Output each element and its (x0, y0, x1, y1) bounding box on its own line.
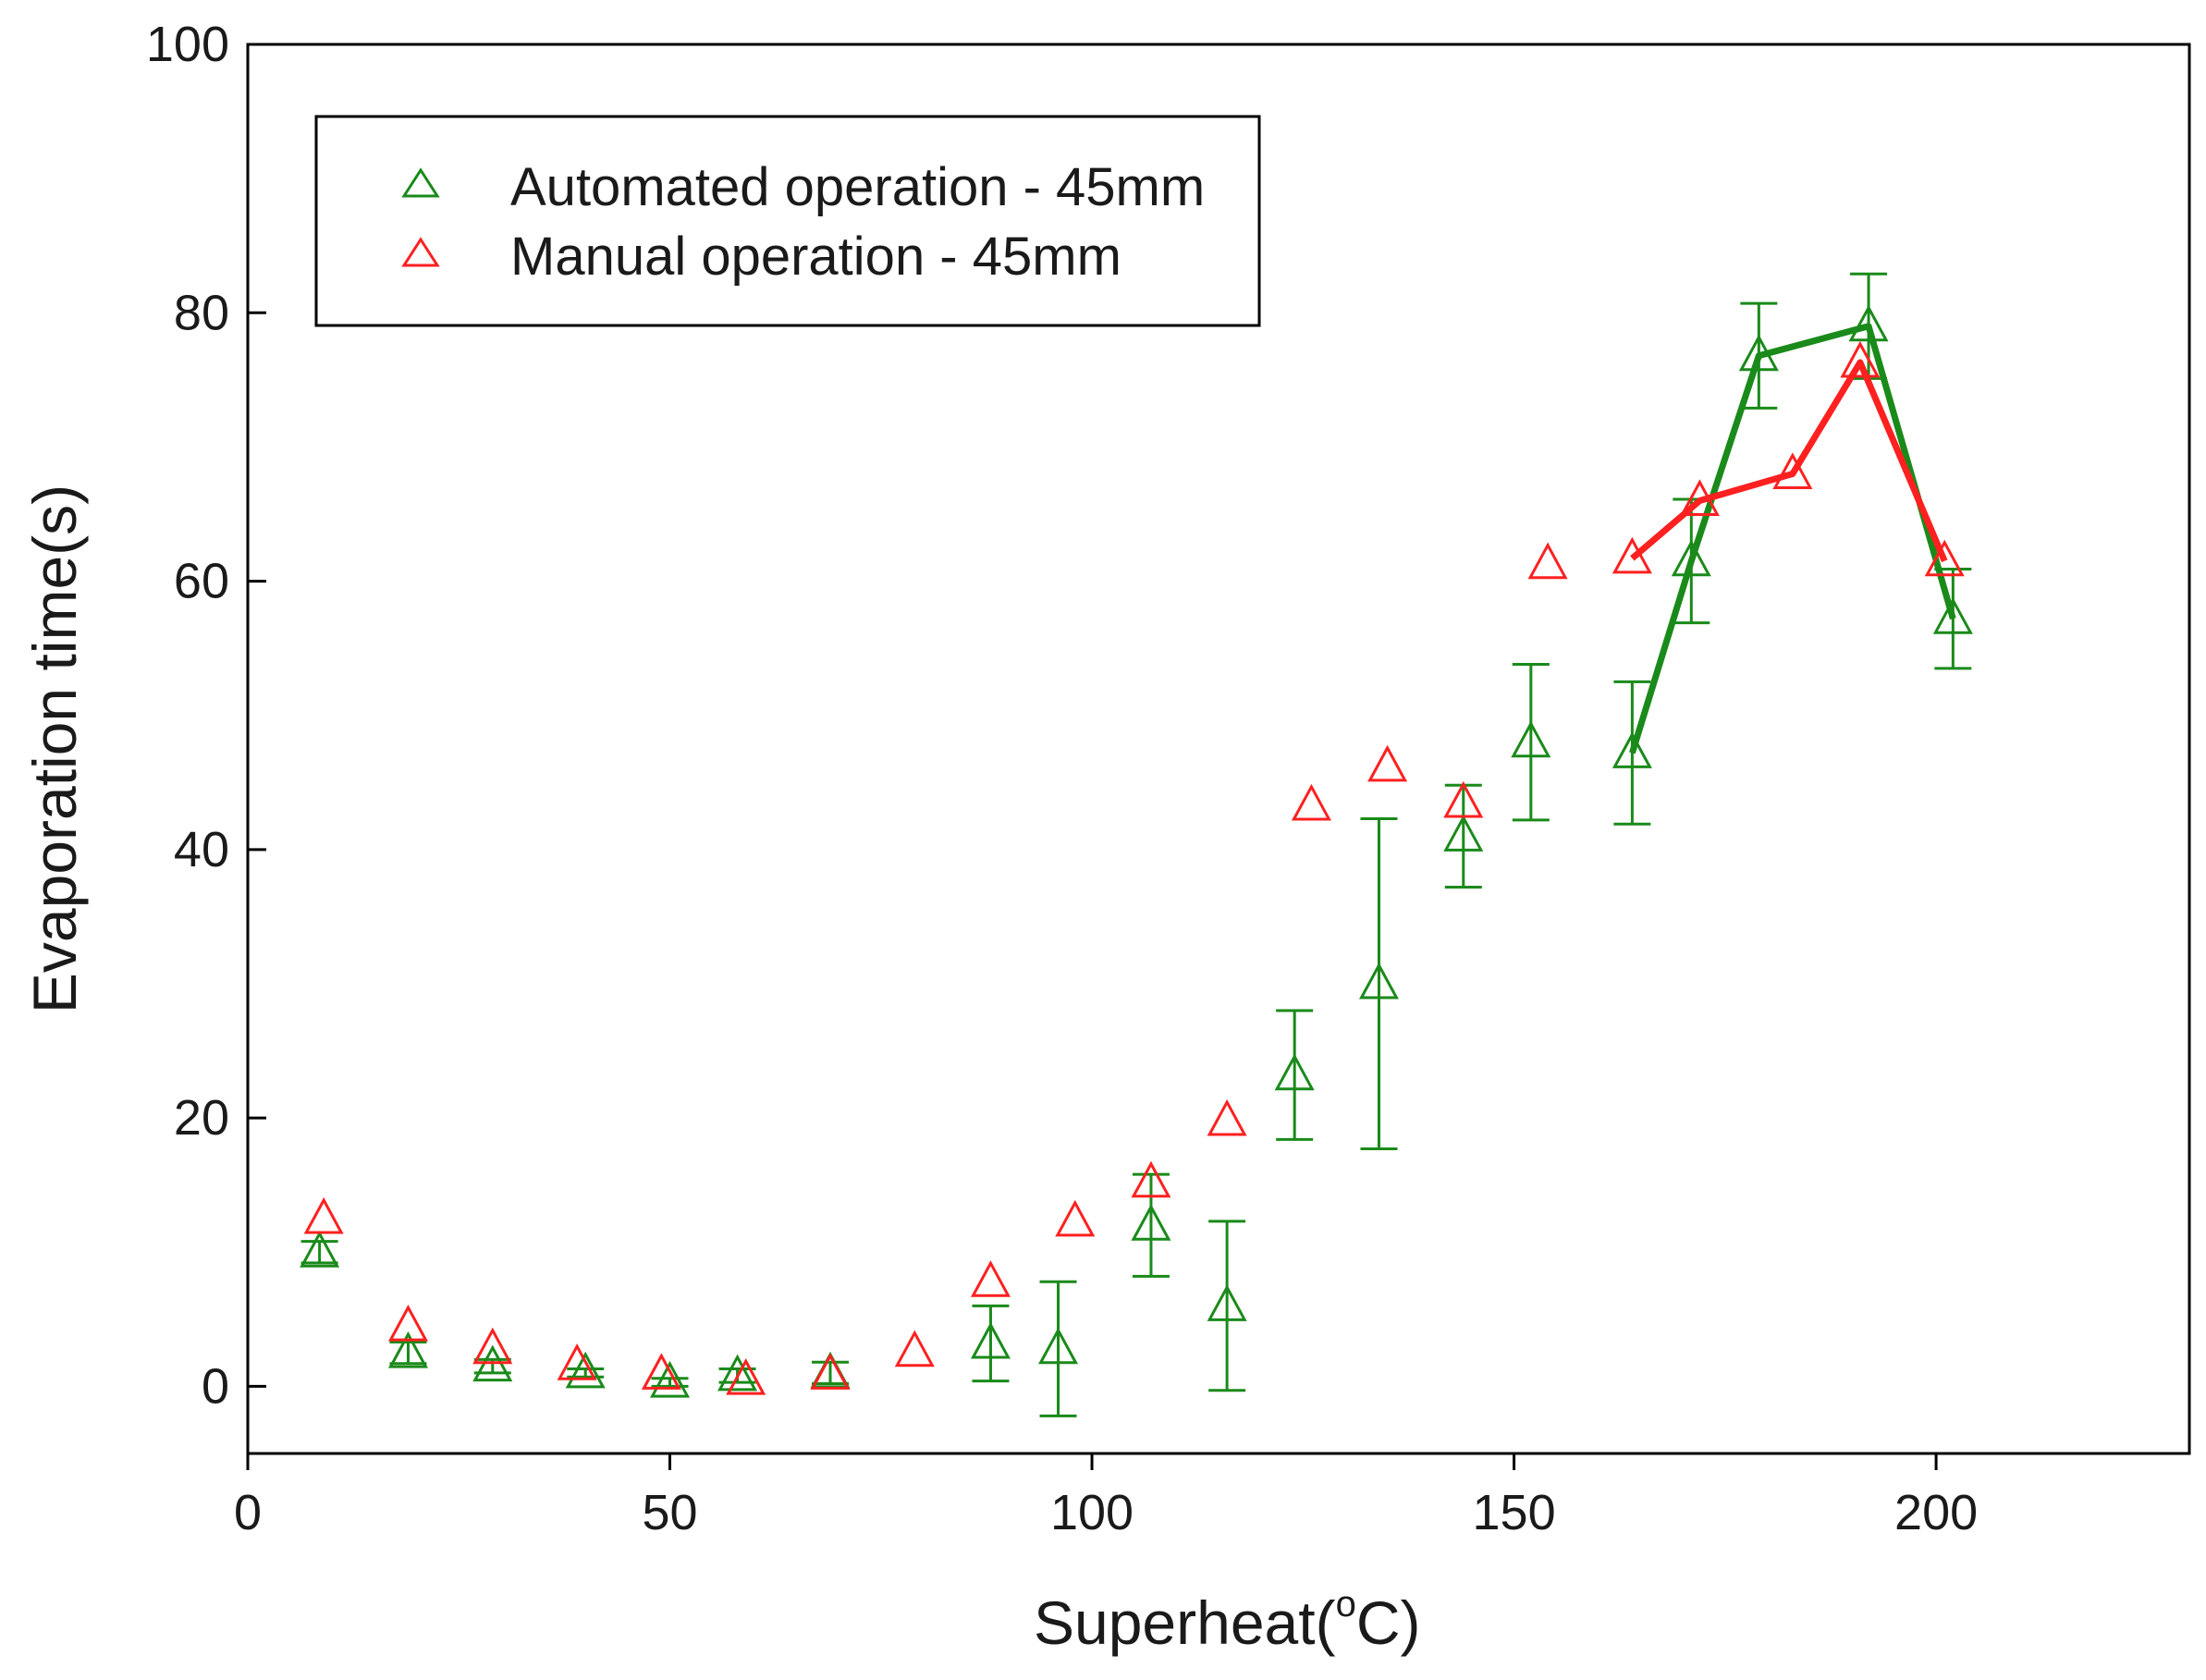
x-tick-label: 50 (642, 1485, 697, 1540)
legend-label-automated: Automated operation - 45mm (510, 157, 1205, 217)
data-point-triangle (1207, 1284, 1247, 1321)
data-point-triangle (1738, 334, 1779, 372)
data-point-triangle (726, 1358, 766, 1395)
y-axis-title: Evaporation time(s) (20, 484, 89, 1013)
x-axis-title: Superheat(oC) (1034, 1584, 1420, 1657)
data-point-triangle (1367, 744, 1408, 782)
data-point-triangle (565, 1351, 606, 1389)
x-tick-label: 0 (234, 1485, 262, 1540)
plot-frame (246, 43, 2191, 1455)
x-axis-title-main: Superheat( (1034, 1588, 1336, 1657)
data-point-triangle (387, 1331, 428, 1368)
x-axis-title-superscript: o (1336, 1584, 1356, 1625)
y-tick-label: 60 (174, 554, 229, 609)
data-point-triangle (1274, 1053, 1315, 1091)
data-point-triangle (1527, 542, 1568, 580)
data-point-triangle (894, 1330, 935, 1367)
data-point-triangle (1511, 720, 1551, 758)
data-point-triangle (1924, 539, 1965, 577)
data-point-triangle (641, 1353, 681, 1390)
y-tick-label: 100 (146, 17, 229, 72)
data-point-triangle (1932, 597, 1973, 634)
data-point-triangle (717, 1354, 758, 1392)
series-line (1629, 323, 1956, 754)
x-axis: 0 50 100 150 200 (234, 1453, 1978, 1540)
data-point-triangle (970, 1321, 1011, 1359)
series-automated (300, 272, 1973, 1417)
series-manual (303, 340, 1965, 1395)
data-point-triangle (1038, 1327, 1079, 1365)
data-point-triangle (650, 1360, 691, 1398)
y-tick-label: 20 (174, 1090, 229, 1146)
data-point-triangle (557, 1343, 597, 1380)
data-point-triangle (1291, 783, 1331, 821)
y-tick-label: 40 (174, 822, 229, 877)
y-axis: 0 20 40 60 80 100 (146, 17, 266, 1414)
data-point-triangle (1612, 536, 1652, 574)
data-point-triangle (1772, 452, 1813, 489)
legend-box (314, 115, 1261, 327)
series-layer (300, 272, 1973, 1417)
data-point-triangle (1671, 539, 1711, 577)
data-point-triangle (1443, 815, 1484, 852)
data-point-triangle (1679, 479, 1720, 516)
x-axis-title-tail: C) (1356, 1588, 1421, 1657)
data-point-triangle (970, 1260, 1011, 1297)
data-point-triangle (1055, 1199, 1096, 1237)
data-point-triangle (1131, 1160, 1171, 1198)
x-tick-label: 100 (1050, 1485, 1134, 1540)
data-point-triangle (1131, 1204, 1171, 1241)
series-line (1630, 359, 1948, 563)
data-point-triangle (1840, 340, 1881, 378)
legend: Automated operation - 45mm Manual operat… (314, 115, 1261, 327)
data-point-triangle (1848, 304, 1889, 342)
data-point-triangle (303, 1196, 344, 1234)
data-point-triangle (1207, 1098, 1247, 1136)
data-point-triangle (387, 1304, 428, 1342)
legend-marker-automated (401, 167, 440, 198)
x-tick-label: 150 (1473, 1485, 1556, 1540)
data-point-triangle (1443, 780, 1484, 818)
legend-marker-manual (401, 237, 440, 267)
data-point-triangle (472, 1327, 513, 1365)
data-point-triangle (300, 1231, 340, 1268)
data-point-triangle (1358, 962, 1399, 999)
data-point-triangle (1612, 731, 1652, 768)
y-tick-label: 80 (174, 285, 229, 340)
data-point-triangle (810, 1353, 851, 1390)
x-tick-label: 200 (1894, 1485, 1978, 1540)
y-tick-label: 0 (202, 1358, 229, 1414)
legend-label-manual: Manual operation - 45mm (510, 227, 1121, 287)
